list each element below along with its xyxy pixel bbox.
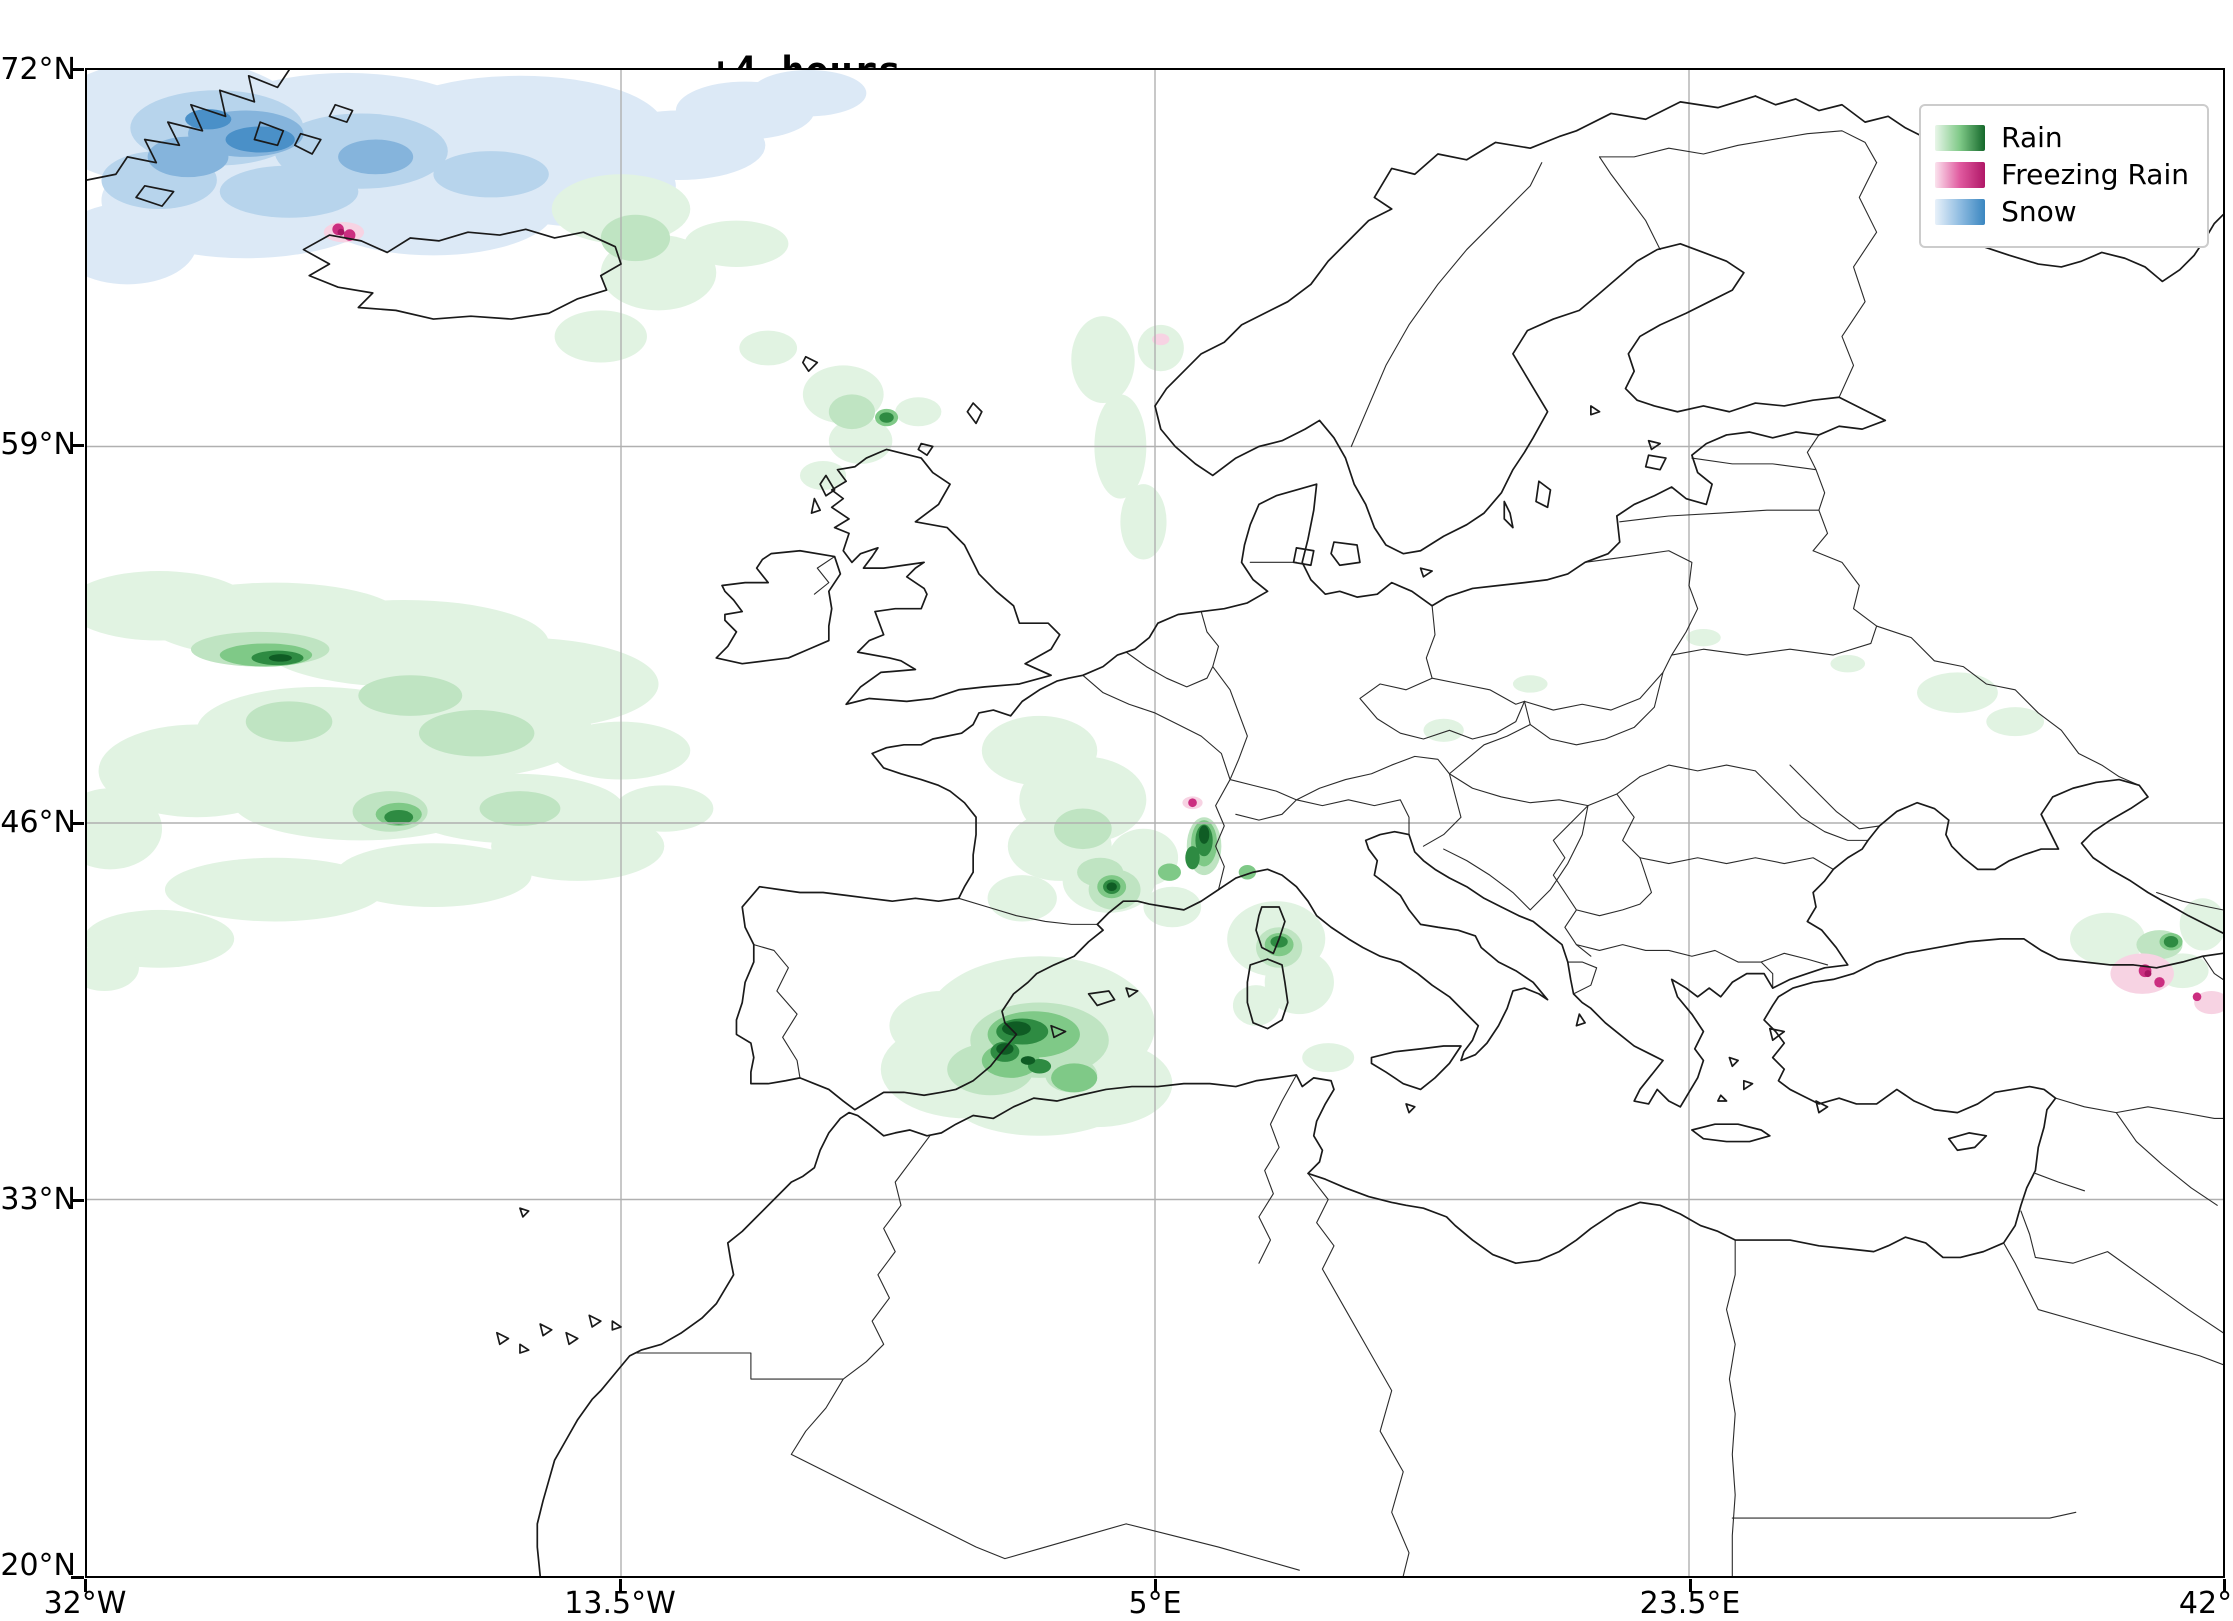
y-tick — [71, 1576, 84, 1579]
y-tick — [71, 822, 84, 825]
y-tick-label: 72°N — [0, 52, 76, 87]
legend-label-snow: Snow — [2001, 195, 2077, 228]
x-tick-label: 42°E — [2178, 1586, 2233, 1621]
x-tick — [1689, 1579, 1692, 1592]
europe-map-svg — [87, 70, 2223, 1576]
y-tick — [71, 68, 84, 71]
map-legend: Rain Freezing Rain Snow — [1919, 104, 2209, 248]
coast-turkey-levant-africa — [537, 974, 2055, 1576]
coast-greenland — [87, 70, 353, 206]
coastlines-layer — [87, 70, 2223, 1576]
coast-britain — [832, 449, 1060, 704]
x-tick-label: 23.5°E — [1639, 1586, 1741, 1621]
gridlines-layer — [87, 70, 2223, 1576]
coast-continental-europe — [736, 96, 2223, 1110]
precipitation-layer — [87, 70, 2223, 1136]
x-tick — [1154, 1579, 1157, 1592]
legend-row-rain: Rain — [1935, 123, 2189, 153]
y-tick-label: 20°N — [0, 1548, 76, 1583]
snow-gradient-swatch — [1935, 199, 1986, 225]
y-tick-label: 59°N — [0, 427, 76, 462]
coast-turkey-blacksea — [1854, 939, 2223, 974]
x-tick — [619, 1579, 622, 1592]
rain-gradient-swatch — [1935, 125, 1986, 151]
x-tick-label: 5°E — [1128, 1586, 1182, 1621]
freezing-rain-gradient-swatch — [1935, 162, 1986, 188]
x-tick-label: 13.5°W — [564, 1586, 676, 1621]
country-borders-layer — [635, 131, 2223, 1576]
legend-label-rain: Rain — [2001, 121, 2063, 154]
x-tick-label: 32°W — [43, 1586, 127, 1621]
x-tick — [84, 1579, 87, 1592]
coast-iceland — [303, 229, 621, 319]
legend-row-snow: Snow — [1935, 197, 2189, 227]
y-tick-label: 33°N — [0, 1182, 76, 1217]
y-tick — [71, 1199, 84, 1202]
legend-row-freezing-rain: Freezing Rain — [1935, 160, 2189, 190]
coast-ireland — [716, 551, 840, 664]
legend-label-freezing-rain: Freezing Rain — [2001, 158, 2189, 191]
coast-islands — [497, 357, 1986, 1353]
y-tick — [71, 444, 84, 447]
x-tick — [2223, 1579, 2226, 1592]
y-tick-label: 46°N — [0, 805, 76, 840]
map-plot-area: Rain Freezing Rain Snow — [85, 68, 2225, 1578]
